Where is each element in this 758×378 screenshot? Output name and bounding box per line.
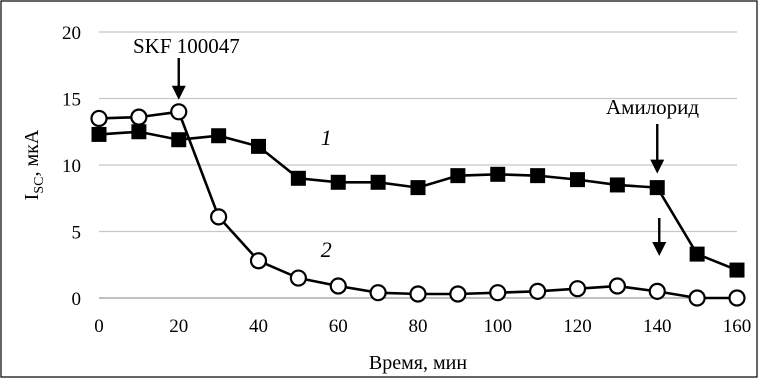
- data-point-square: [290, 170, 306, 186]
- data-point-circle: [648, 282, 666, 300]
- data-point-circle: [489, 284, 507, 302]
- data-point-circle: [329, 277, 347, 295]
- data-point-square: [570, 172, 585, 188]
- x-tick-label: 160: [723, 316, 752, 337]
- annotations: 1 2 SKF 100047 Амилорид: [133, 34, 699, 262]
- y-tick-label: 20: [62, 23, 81, 44]
- data-point-circle: [289, 269, 307, 287]
- x-tick-label: 120: [563, 316, 592, 337]
- data-point-circle: [369, 284, 387, 302]
- axes: 0 5 10 15 20 0 20 40 60 80 100 120 140 160: [62, 23, 751, 337]
- data-point-square: [91, 126, 107, 142]
- data-point-circle: [728, 289, 746, 307]
- data-point-circle: [529, 282, 547, 300]
- data-point-circle: [449, 285, 467, 303]
- data-point-square: [370, 174, 386, 190]
- annotation-skf: SKF 100047: [133, 34, 240, 58]
- data-point-square: [330, 174, 346, 190]
- y-axis-title: ISC, мкА: [21, 129, 47, 200]
- data-point-circle: [249, 252, 268, 270]
- y-tick-label: 5: [72, 223, 82, 244]
- x-tick-label: 60: [329, 316, 348, 337]
- data-point-circle: [130, 108, 148, 126]
- data-point-circle: [688, 289, 706, 307]
- series: [90, 103, 746, 307]
- x-tick-label: 140: [643, 316, 672, 337]
- x-tick-label: 40: [249, 316, 268, 337]
- data-point-circle: [210, 208, 228, 226]
- data-point-square: [609, 177, 625, 193]
- x-tick-label: 100: [484, 316, 513, 337]
- annotation-amiloride: Амилорид: [606, 95, 699, 119]
- y-axis-title-sub: SC: [32, 177, 47, 194]
- data-point-square: [689, 246, 705, 262]
- series-label-2: 2: [321, 237, 332, 262]
- x-tick-label: 20: [169, 316, 188, 337]
- data-point-circle: [170, 103, 188, 121]
- y-axis-title-main: I: [21, 194, 43, 201]
- data-point-square: [211, 128, 227, 144]
- arrow-amiloride-head: [650, 159, 665, 174]
- series-line-2: [98, 110, 737, 300]
- x-axis-title: Время, мин: [369, 352, 467, 374]
- data-point-square: [171, 132, 187, 148]
- grid-lines: [99, 31, 737, 233]
- data-point-circle: [90, 109, 108, 128]
- data-point-square: [251, 138, 266, 154]
- x-tick-label: 0: [94, 316, 104, 337]
- data-point-circle: [568, 280, 587, 298]
- data-point-circle: [608, 277, 626, 295]
- series-label-1: 1: [321, 125, 332, 150]
- data-point-square: [410, 180, 426, 196]
- arrow-skf-head: [171, 85, 186, 100]
- data-point-square: [490, 166, 506, 182]
- data-point-square: [131, 124, 147, 140]
- arrow-extra-head: [652, 242, 667, 256]
- y-tick-label: 15: [62, 90, 81, 111]
- data-point-circle: [409, 285, 427, 303]
- y-axis-title-rest: , мкА: [21, 129, 43, 176]
- data-point-square: [649, 180, 665, 196]
- y-tick-label: 10: [62, 156, 81, 177]
- data-point-square: [450, 168, 466, 184]
- x-tick-label: 80: [409, 316, 428, 337]
- y-tick-label: 0: [72, 289, 82, 310]
- data-point-square: [729, 262, 745, 278]
- data-point-square: [530, 168, 546, 184]
